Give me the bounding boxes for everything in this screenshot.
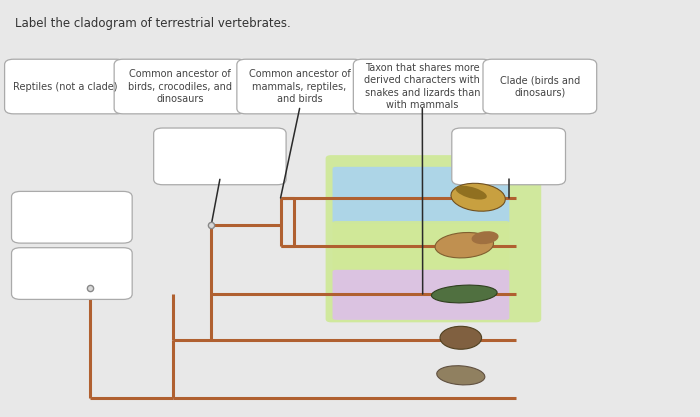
Ellipse shape — [472, 231, 498, 244]
Text: Label the cladogram of terrestrial vertebrates.: Label the cladogram of terrestrial verte… — [15, 17, 290, 30]
Text: Common ancestor of
birds, crocodiles, and
dinosaurs: Common ancestor of birds, crocodiles, an… — [128, 69, 232, 104]
FancyBboxPatch shape — [452, 128, 566, 185]
FancyBboxPatch shape — [11, 248, 132, 299]
FancyBboxPatch shape — [5, 59, 125, 114]
FancyBboxPatch shape — [114, 59, 246, 114]
Text: Taxon that shares more
derived characters with
snakes and lizards than
with mamm: Taxon that shares more derived character… — [365, 63, 480, 110]
Ellipse shape — [451, 183, 505, 211]
FancyBboxPatch shape — [11, 191, 132, 243]
Ellipse shape — [435, 233, 493, 258]
FancyBboxPatch shape — [332, 221, 510, 271]
FancyBboxPatch shape — [237, 59, 363, 114]
Text: Reptiles (not a clade): Reptiles (not a clade) — [13, 82, 117, 91]
FancyBboxPatch shape — [483, 59, 596, 114]
FancyBboxPatch shape — [326, 155, 541, 322]
Text: Clade (birds and
dinosaurs): Clade (birds and dinosaurs) — [500, 75, 580, 98]
Ellipse shape — [440, 326, 482, 349]
Ellipse shape — [456, 186, 486, 200]
FancyBboxPatch shape — [332, 167, 510, 223]
FancyBboxPatch shape — [332, 270, 510, 320]
FancyBboxPatch shape — [354, 59, 491, 114]
Ellipse shape — [431, 285, 497, 303]
Ellipse shape — [437, 366, 485, 385]
FancyBboxPatch shape — [154, 128, 286, 185]
Text: Common ancestor of
mammals, reptiles,
and birds: Common ancestor of mammals, reptiles, an… — [248, 69, 351, 104]
